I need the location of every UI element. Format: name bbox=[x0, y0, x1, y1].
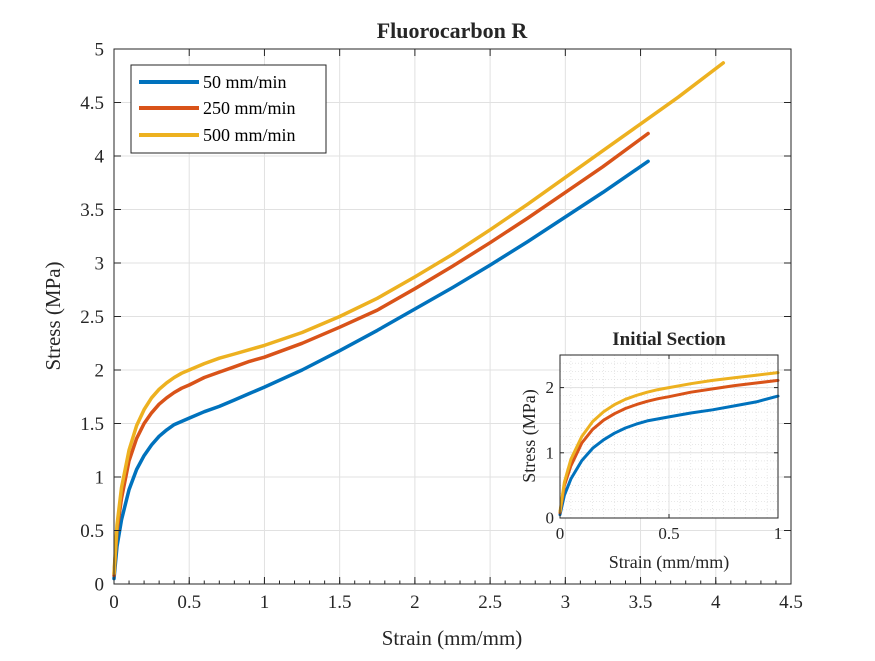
x-tick-label: 0.5 bbox=[177, 592, 201, 613]
inset-y-tick-labels: 0 1 2 bbox=[546, 378, 555, 527]
x-tick-label: 4 bbox=[711, 592, 721, 613]
x-tick-label: 1 bbox=[260, 592, 270, 613]
x-axis-label: Strain (mm/mm) bbox=[382, 626, 523, 650]
main-tick-marks bbox=[113, 48, 792, 585]
inset-tick-marks bbox=[559, 355, 779, 519]
series-line-500-mm-min bbox=[558, 371, 780, 513]
y-tick-label: 0.5 bbox=[80, 521, 104, 542]
y-tick-label: 2 bbox=[546, 378, 555, 397]
x-tick-label: 2 bbox=[410, 592, 420, 613]
x-tick-label: 2.5 bbox=[478, 592, 502, 613]
y-tick-label: 3 bbox=[95, 253, 105, 274]
legend-entry: 250 mm/min bbox=[139, 98, 296, 118]
y-tick-label: 1 bbox=[546, 443, 555, 462]
x-tick-label: 4.5 bbox=[779, 592, 803, 613]
x-tick-label: 1.5 bbox=[328, 592, 352, 613]
x-tick-label: 0 bbox=[556, 524, 565, 543]
chart-title: Fluorocarbon R bbox=[377, 18, 529, 43]
series-line-50-mm-min bbox=[112, 159, 650, 581]
series-line-50-mm-min bbox=[558, 394, 780, 517]
y-tick-label: 5 bbox=[95, 39, 105, 60]
x-tick-label: 0 bbox=[109, 592, 119, 613]
inset-series-group bbox=[558, 371, 780, 517]
main-y-tick-labels: 0 0.5 1 1.5 2 2.5 3 3.5 4 4.5 5 bbox=[80, 39, 104, 595]
series-line-500-mm-min bbox=[112, 61, 726, 576]
y-tick-label: 0 bbox=[95, 574, 105, 595]
y-tick-label: 0 bbox=[546, 509, 555, 528]
y-tick-label: 3.5 bbox=[80, 200, 104, 221]
x-tick-label: 1 bbox=[774, 524, 783, 543]
legend-label: 50 mm/min bbox=[203, 72, 287, 92]
main-chart: 0 0.5 1 1.5 2 2.5 3 3.5 4 4.5 00.511.522.533.544.… bbox=[41, 18, 803, 650]
main-x-tick-labels: 0 0.5 1 1.5 2 2.5 3 3.5 4 4.5 bbox=[109, 592, 803, 613]
series-line-250-mm-min bbox=[558, 378, 780, 515]
x-tick-label: 0.5 bbox=[658, 524, 679, 543]
inset-title: Initial Section bbox=[612, 329, 726, 350]
legend: 50 mm/min 250 mm/min 500 mm/min bbox=[130, 64, 327, 154]
inset-x-tick-labels: 0 0.5 1 bbox=[556, 524, 783, 543]
y-tick-label: 1 bbox=[95, 467, 105, 488]
y-tick-label: 4 bbox=[95, 146, 105, 167]
legend-entry: 50 mm/min bbox=[139, 72, 287, 92]
y-tick-label: 1.5 bbox=[80, 414, 104, 435]
y-tick-label: 2.5 bbox=[80, 307, 104, 328]
series-line-250-mm-min bbox=[112, 131, 650, 578]
inset-chart: 0 0.5 1 012 Initial Section Strain (mm/mm)… bbox=[519, 329, 782, 573]
x-tick-label: 3.5 bbox=[629, 592, 653, 613]
inset-grid bbox=[559, 355, 779, 519]
x-tick-label: 3 bbox=[561, 592, 571, 613]
y-tick-label: 2 bbox=[95, 360, 105, 381]
inset-x-axis-label: Strain (mm/mm) bbox=[609, 552, 730, 573]
legend-entry: 500 mm/min bbox=[139, 125, 296, 145]
legend-label: 500 mm/min bbox=[203, 125, 296, 145]
legend-label: 250 mm/min bbox=[203, 98, 296, 118]
inset-y-axis-label: Stress (MPa) bbox=[519, 389, 540, 483]
main-series-group bbox=[112, 61, 726, 581]
y-axis-label: Stress (MPa) bbox=[41, 261, 65, 370]
y-tick-label: 4.5 bbox=[80, 93, 104, 114]
